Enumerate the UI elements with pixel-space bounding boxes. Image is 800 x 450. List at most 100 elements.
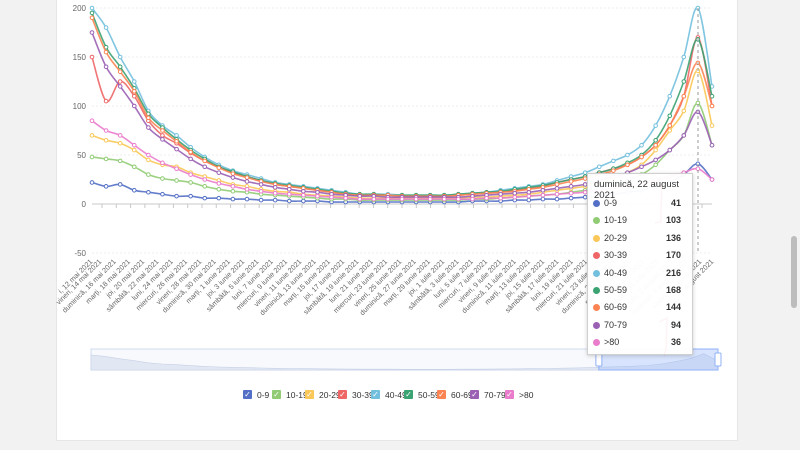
series-point [385,196,391,202]
series-point [103,138,109,143]
series-point [174,193,179,199]
series-point [540,192,546,198]
series-point [526,197,532,203]
tooltip-row: 20-29 136 [593,232,687,246]
series-point [216,195,222,201]
series-point [554,186,560,191]
series-point [526,193,532,199]
series-point [89,180,95,185]
series-point [131,79,137,84]
tooltip-dot-icon [593,252,600,260]
series-point [681,54,687,60]
tooltip-series-name: 20-29 [604,232,628,243]
series-point [427,196,433,202]
series-point [117,69,123,74]
series-point [146,125,151,130]
series-point [89,10,95,16]
series-point [174,178,179,183]
legend-check-icon[interactable]: ✓ [437,390,446,399]
series-point [131,103,137,109]
legend-label: 70-79 [484,390,506,400]
tooltip-title: duminică, 22 august 2021 [594,179,680,201]
series-point [568,195,574,201]
legend-label: 60-69 [451,390,473,400]
zoom-preview [90,353,719,371]
legend-check-icon[interactable]: ✓ [404,390,413,399]
series-point [301,198,306,204]
series-point [667,113,673,119]
series-point [709,177,715,182]
series-point [174,166,179,172]
tooltip-dot-icon [593,234,600,242]
scrollbar-thumb[interactable] [791,236,797,308]
series-point [131,89,137,94]
page-scrollbar[interactable] [788,0,800,450]
series-point [611,168,616,173]
series-point [216,187,222,192]
series-point [681,93,687,99]
series-point [117,79,123,84]
series-point [89,30,95,35]
tooltip-series-value: 41 [670,198,681,208]
legend-label: 20-29 [319,390,341,400]
series-point [639,164,644,170]
series-point [103,156,109,162]
series-point [709,123,715,128]
series-point [188,156,193,162]
series-point [582,182,588,187]
series-point [611,158,616,164]
legend-check-icon[interactable]: ✓ [305,390,314,399]
series-point [526,189,532,195]
series-point [413,196,419,202]
legend-label: 40-49 [385,390,407,400]
series-point [160,128,165,133]
series-point [188,180,193,185]
series-point [667,128,673,133]
series-point [230,171,236,176]
tooltip-series-value: 144 [665,302,681,313]
series-point [582,194,588,200]
tooltip-series-name: 60-69 [604,302,628,313]
legend-check-icon[interactable]: ✓ [243,390,252,399]
y-axis-ticks: 200 150 100 50 0 -50 [73,4,87,258]
series-point [216,165,222,171]
tooltip-dot-icon [593,304,600,312]
series-point [131,164,137,170]
series-point [160,160,165,166]
series-point [89,133,95,138]
tooltip-series-name: 50-59 [604,285,628,295]
tooltip-series-name: 40-49 [604,267,628,278]
tooltip-row: 70-79 94 [593,319,687,333]
series-point [681,79,687,84]
legend-check-icon[interactable]: ✓ [470,390,479,399]
series-point [89,5,95,11]
series-point [554,196,560,202]
legend-check-icon[interactable]: ✓ [272,390,281,399]
legend-check-icon[interactable]: ✓ [338,390,347,399]
series-point [272,197,278,203]
series-point [89,15,95,21]
series-point [160,176,165,181]
tooltip-series-name: 0-9 [604,198,618,208]
legend-check-icon[interactable]: ✓ [371,390,380,399]
series-point [174,133,179,138]
series-point [582,189,588,195]
y-tick-label: 200 [73,4,87,13]
tooltip-dot-icon [593,269,600,277]
series-point [709,142,715,148]
series-point [301,188,306,194]
series-point [625,152,630,158]
tooltip-series-value: 168 [665,285,681,295]
data-zoom-slider[interactable] [90,348,722,371]
tooltip-series-name: 30-39 [604,250,628,261]
series-point [258,182,264,187]
series-point [498,195,503,201]
legend-check-icon[interactable]: ✓ [505,390,514,399]
series-point [540,187,546,193]
series-point [230,175,236,180]
series-point [160,133,165,138]
series-point [653,142,658,148]
tooltip-row: 30-39 170 [593,249,687,263]
tooltip-row: 10-19 103 [593,214,687,228]
y-tick-label: 150 [73,53,87,62]
